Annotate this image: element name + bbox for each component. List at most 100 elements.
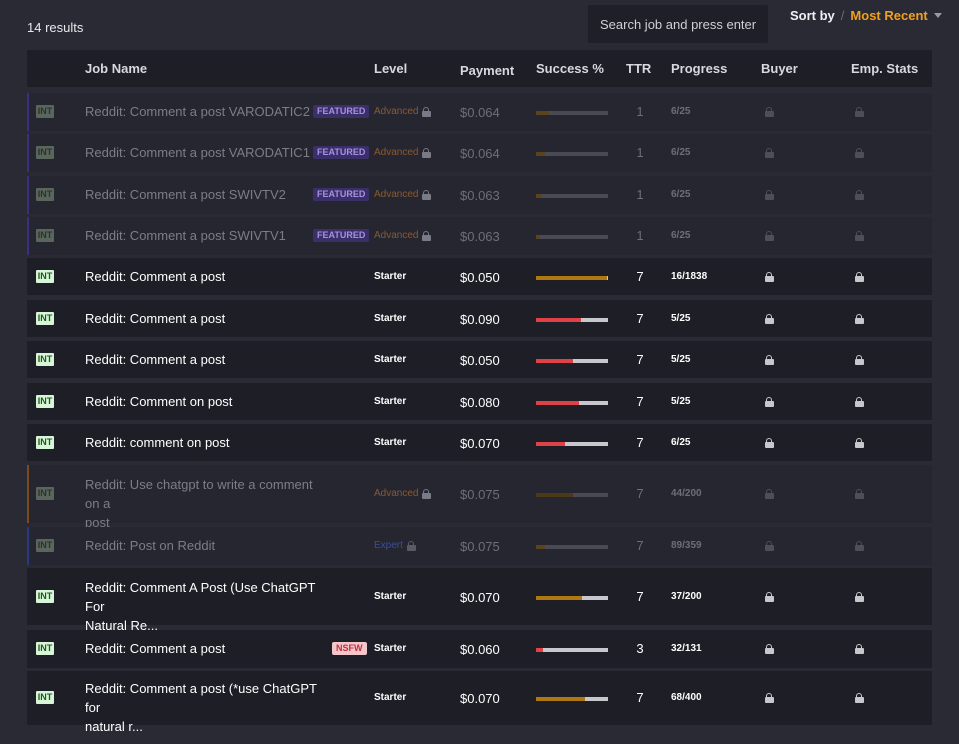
- table-row[interactable]: INT Reddit: Comment a post SWIVTV2 FEATURE…: [27, 176, 932, 214]
- lock-icon[interactable]: [855, 313, 864, 324]
- job-name[interactable]: Reddit: Comment A Post (Use ChatGPT For N…: [85, 578, 330, 635]
- lock-icon[interactable]: [855, 231, 864, 241]
- sort-value[interactable]: Most Recent: [850, 8, 928, 23]
- header-buyer[interactable]: Buyer: [761, 61, 798, 76]
- job-name[interactable]: Reddit: Post on Reddit: [85, 536, 330, 555]
- lock-icon[interactable]: [765, 541, 774, 551]
- lock-icon[interactable]: [765, 354, 774, 365]
- lock-icon[interactable]: [765, 693, 774, 703]
- job-name[interactable]: Reddit: Comment a post SWIVTV1: [85, 226, 330, 245]
- success-bar-fill: [536, 441, 565, 446]
- table-row[interactable]: INT Reddit: Comment a post VARODATIC2 FEAT…: [27, 93, 932, 131]
- job-name[interactable]: Reddit: Comment a post SWIVTV2: [85, 185, 330, 204]
- job-name[interactable]: Reddit: Comment a post: [85, 267, 330, 286]
- header-level[interactable]: Level: [374, 61, 408, 76]
- success-bar: [536, 545, 608, 549]
- job-name-line1: Reddit: Use chatgpt to write a comment o…: [85, 477, 313, 511]
- progress-value: 6/25: [671, 436, 691, 448]
- job-name[interactable]: Reddit: Use chatgpt to write a comment o…: [85, 475, 330, 532]
- lock-icon[interactable]: [765, 148, 774, 158]
- level-label: Starter: [374, 437, 406, 448]
- lock-icon[interactable]: [765, 489, 774, 499]
- lock-icon[interactable]: [765, 396, 774, 407]
- lock-icon[interactable]: [855, 437, 864, 448]
- job-name-line2: post: [85, 515, 110, 530]
- job-name-line1: Reddit: Comment A Post (Use ChatGPT For: [85, 579, 316, 614]
- job-name[interactable]: Reddit: Comment a post VARODATIC2: [85, 102, 330, 121]
- table-row[interactable]: INT Reddit: Comment on post Starter $0.080 7…: [27, 383, 932, 420]
- job-type-tag: INT: [36, 311, 54, 325]
- success-bar: [536, 358, 608, 363]
- success-bar: [536, 152, 608, 156]
- table-row[interactable]: INT Reddit: Use chatgpt to write a commen…: [27, 465, 932, 530]
- level-label: Starter: [374, 591, 406, 602]
- job-name[interactable]: Reddit: Comment a post: [85, 639, 330, 658]
- job-type-tag: INT: [36, 435, 54, 449]
- lock-icon[interactable]: [855, 107, 864, 117]
- level-text: Starter: [374, 590, 407, 602]
- progress-value: 44/200: [671, 488, 702, 499]
- success-bar: [536, 235, 608, 239]
- job-name[interactable]: Reddit: Comment a post (*use ChatGPT for…: [85, 679, 330, 736]
- header-emp-stats[interactable]: Emp. Stats: [851, 61, 919, 76]
- table-row[interactable]: INT Reddit: Comment a post SWIVTV1 FEATURE…: [27, 217, 932, 255]
- job-name[interactable]: Reddit: Comment on post: [85, 392, 330, 411]
- success-bar-fill: [536, 358, 574, 363]
- header-success[interactable]: Success %: [536, 61, 604, 76]
- job-name[interactable]: Reddit: Comment a post: [85, 309, 330, 328]
- search-input[interactable]: [598, 15, 758, 33]
- job-type-tag: INT: [36, 146, 54, 159]
- header-payment[interactable]: Payment: [460, 63, 515, 78]
- lock-icon[interactable]: [765, 437, 774, 448]
- progress-value: 5/25: [671, 312, 691, 324]
- header-job-name[interactable]: Job Name: [85, 61, 148, 76]
- table-row[interactable]: INT Reddit: Comment A Post (Use ChatGPT F…: [27, 568, 932, 633]
- payment: $0.050: [460, 269, 500, 285]
- lock-icon[interactable]: [855, 591, 864, 602]
- lock-icon[interactable]: [855, 148, 864, 158]
- lock-icon[interactable]: [765, 591, 774, 602]
- lock-icon[interactable]: [855, 644, 864, 654]
- job-name[interactable]: Reddit: Comment a post: [85, 350, 330, 369]
- table-row[interactable]: INT Reddit: Comment a post Starter $0.050 7 1…: [27, 258, 932, 295]
- lock-icon[interactable]: [855, 489, 864, 499]
- job-name-line1: Reddit: Comment a post: [85, 268, 226, 284]
- payment: $0.063: [460, 188, 500, 203]
- job-name[interactable]: Reddit: comment on post: [85, 433, 330, 452]
- level-text: Starter: [374, 353, 407, 365]
- chevron-down-icon[interactable]: [933, 13, 942, 18]
- lock-icon[interactable]: [765, 313, 774, 324]
- table-row[interactable]: INT Reddit: Comment a post (*use ChatGPT …: [27, 671, 932, 734]
- table-row[interactable]: INT Reddit: Post on Reddit Expert $0.075 7 89…: [27, 527, 932, 565]
- table-row[interactable]: INT Reddit: Comment a post VARODATIC1 FEAT…: [27, 134, 932, 172]
- lock-icon[interactable]: [855, 271, 864, 282]
- lock-icon[interactable]: [855, 541, 864, 551]
- success-bar: [536, 400, 608, 405]
- lock-icon[interactable]: [855, 190, 864, 200]
- job-type-tag: INT: [36, 589, 54, 603]
- level-label: Expert: [374, 540, 416, 551]
- lock-icon[interactable]: [855, 354, 864, 365]
- table-row[interactable]: INT Reddit: Comment a post NSFW Starter $0.0…: [27, 630, 932, 668]
- lock-icon[interactable]: [855, 693, 864, 703]
- lock-icon[interactable]: [765, 231, 774, 241]
- search-box[interactable]: [588, 5, 768, 43]
- table-row[interactable]: INT Reddit: Comment a post Starter $0.090 7 5…: [27, 300, 932, 337]
- job-name-line1: Reddit: Comment a post: [85, 641, 226, 656]
- lock-icon[interactable]: [765, 107, 774, 117]
- sort-control[interactable]: Sort by / Most Recent: [790, 8, 942, 23]
- lock-icon[interactable]: [855, 396, 864, 407]
- lock-icon[interactable]: [765, 190, 774, 200]
- lock-icon[interactable]: [765, 644, 774, 654]
- job-name[interactable]: Reddit: Comment a post VARODATIC1: [85, 143, 330, 162]
- job-type-tag: INT: [36, 394, 54, 408]
- success-bar-fill: [536, 152, 545, 156]
- lock-icon[interactable]: [765, 271, 774, 282]
- success-bar: [536, 317, 608, 322]
- header-progress[interactable]: Progress: [671, 61, 728, 76]
- ttr-value: 1: [636, 104, 644, 119]
- table-row[interactable]: INT Reddit: comment on post Starter $0.070 7…: [27, 424, 932, 461]
- header-ttr[interactable]: TTR: [626, 61, 652, 76]
- table-row[interactable]: INT Reddit: Comment a post Starter $0.050 7 5…: [27, 341, 932, 378]
- nsfw-badge: NSFW: [332, 642, 367, 655]
